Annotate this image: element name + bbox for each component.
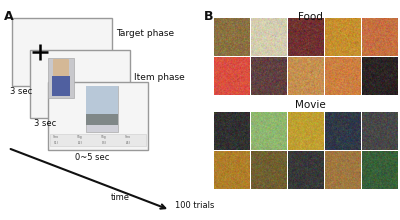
Text: Target phase: Target phase [116,29,174,38]
Text: Stro: Stro [53,135,59,139]
Bar [50,134,146,146]
Text: 0~5 sec: 0~5 sec [75,153,109,162]
Text: 3 sec: 3 sec [34,119,56,128]
Bar [86,86,118,132]
Bar [52,76,70,96]
Text: 100 trials: 100 trials [175,201,214,210]
Bar [12,18,112,86]
Text: A: A [4,10,14,23]
Bar [86,114,118,125]
FancyBboxPatch shape [53,59,69,77]
Bar [48,58,74,98]
Bar [30,50,130,118]
Text: (1): (1) [54,141,58,145]
Text: Food: Food [298,12,322,22]
Text: Item phase: Item phase [134,73,185,82]
Text: (2): (2) [78,141,82,145]
Text: Movie: Movie [295,100,325,110]
Bar [86,86,118,114]
Text: time: time [111,193,130,202]
Text: Stro: Stro [125,135,131,139]
Text: B: B [204,10,214,23]
Text: 3 sec: 3 sec [10,87,32,96]
Bar [48,82,148,150]
Text: Slig: Slig [101,135,107,139]
Text: (3): (3) [102,141,106,145]
Text: (4): (4) [126,141,130,145]
Text: Slig: Slig [77,135,83,139]
